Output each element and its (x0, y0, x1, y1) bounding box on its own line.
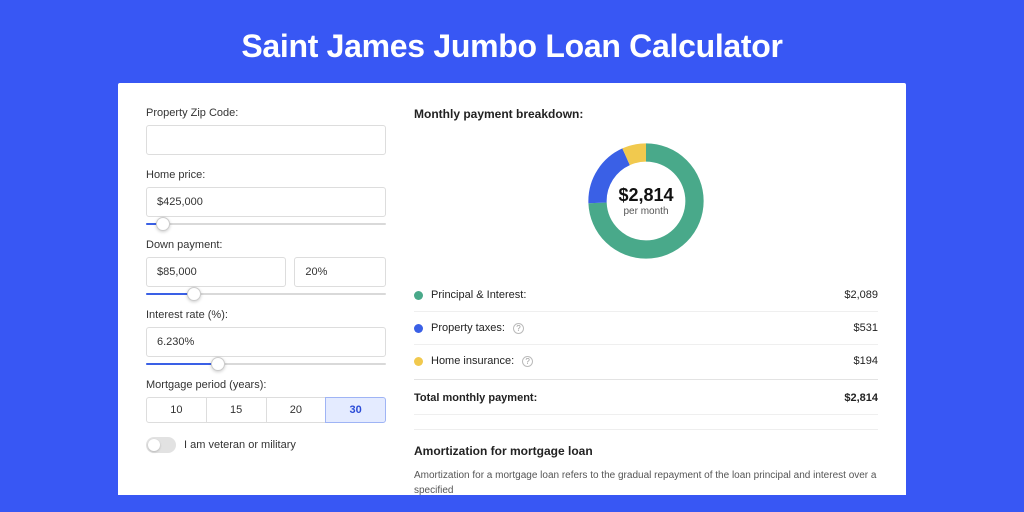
mortgage-period-field: Mortgage period (years): 10152030 (146, 379, 386, 423)
home-price-slider-thumb[interactable] (156, 217, 170, 231)
line-item-value: $531 (854, 322, 878, 334)
down-payment-slider-thumb[interactable] (187, 287, 201, 301)
info-icon[interactable]: ? (522, 356, 533, 367)
veteran-label: I am veteran or military (184, 439, 296, 451)
down-payment-percent-input[interactable] (294, 257, 386, 287)
info-icon[interactable]: ? (513, 323, 524, 334)
legend-dot (414, 324, 423, 333)
interest-rate-slider[interactable] (146, 363, 386, 365)
donut-chart: $2,814 per month (582, 137, 710, 265)
total-row: Total monthly payment: $2,814 (414, 379, 878, 415)
home-price-label: Home price: (146, 169, 386, 181)
mortgage-period-option-30[interactable]: 30 (325, 397, 386, 423)
interest-rate-slider-thumb[interactable] (211, 357, 225, 371)
veteran-row: I am veteran or military (146, 437, 386, 453)
interest-rate-label: Interest rate (%): (146, 309, 386, 321)
down-payment-field: Down payment: (146, 239, 386, 295)
home-price-field: Home price: (146, 169, 386, 225)
donut-center: $2,814 per month (582, 137, 710, 265)
mortgage-period-segmented: 10152030 (146, 397, 386, 423)
breakdown-title: Monthly payment breakdown: (414, 107, 878, 121)
amortization-title: Amortization for mortgage loan (414, 444, 878, 458)
interest-rate-input[interactable] (146, 327, 386, 357)
total-label: Total monthly payment: (414, 392, 537, 404)
veteran-toggle-knob (148, 439, 160, 451)
line-item-label: Home insurance: (431, 355, 514, 367)
interest-rate-field: Interest rate (%): (146, 309, 386, 365)
mortgage-period-option-15[interactable]: 15 (206, 397, 267, 423)
line-item: Property taxes:? $531 (414, 312, 878, 345)
form-column: Property Zip Code: Home price: Down paym… (146, 107, 386, 495)
mortgage-period-option-10[interactable]: 10 (146, 397, 207, 423)
page-title: Saint James Jumbo Loan Calculator (0, 0, 1024, 83)
line-item-value: $194 (854, 355, 878, 367)
down-payment-label: Down payment: (146, 239, 386, 251)
mortgage-period-label: Mortgage period (years): (146, 379, 386, 391)
line-item-label: Property taxes: (431, 322, 505, 334)
line-item-value: $2,089 (844, 289, 878, 301)
zip-field: Property Zip Code: (146, 107, 386, 155)
calculator-card: Property Zip Code: Home price: Down paym… (118, 83, 906, 495)
zip-input[interactable] (146, 125, 386, 155)
interest-rate-slider-fill (146, 363, 218, 365)
donut-sub: per month (623, 206, 668, 217)
legend-dot (414, 357, 423, 366)
legend-dot (414, 291, 423, 300)
home-price-slider[interactable] (146, 223, 386, 225)
zip-label: Property Zip Code: (146, 107, 386, 119)
donut-amount: $2,814 (618, 185, 673, 206)
line-item-label: Principal & Interest: (431, 289, 526, 301)
line-item: Home insurance:? $194 (414, 345, 878, 377)
home-price-input[interactable] (146, 187, 386, 217)
mortgage-period-option-20[interactable]: 20 (266, 397, 327, 423)
down-payment-amount-input[interactable] (146, 257, 286, 287)
donut-wrap: $2,814 per month (414, 131, 878, 279)
breakdown-column: Monthly payment breakdown: $2,814 per mo… (414, 107, 878, 495)
veteran-toggle[interactable] (146, 437, 176, 453)
amortization-box: Amortization for mortgage loan Amortizat… (414, 429, 878, 495)
line-item: Principal & Interest: $2,089 (414, 279, 878, 312)
amortization-text: Amortization for a mortgage loan refers … (414, 468, 878, 495)
down-payment-slider[interactable] (146, 293, 386, 295)
total-value: $2,814 (844, 392, 878, 404)
